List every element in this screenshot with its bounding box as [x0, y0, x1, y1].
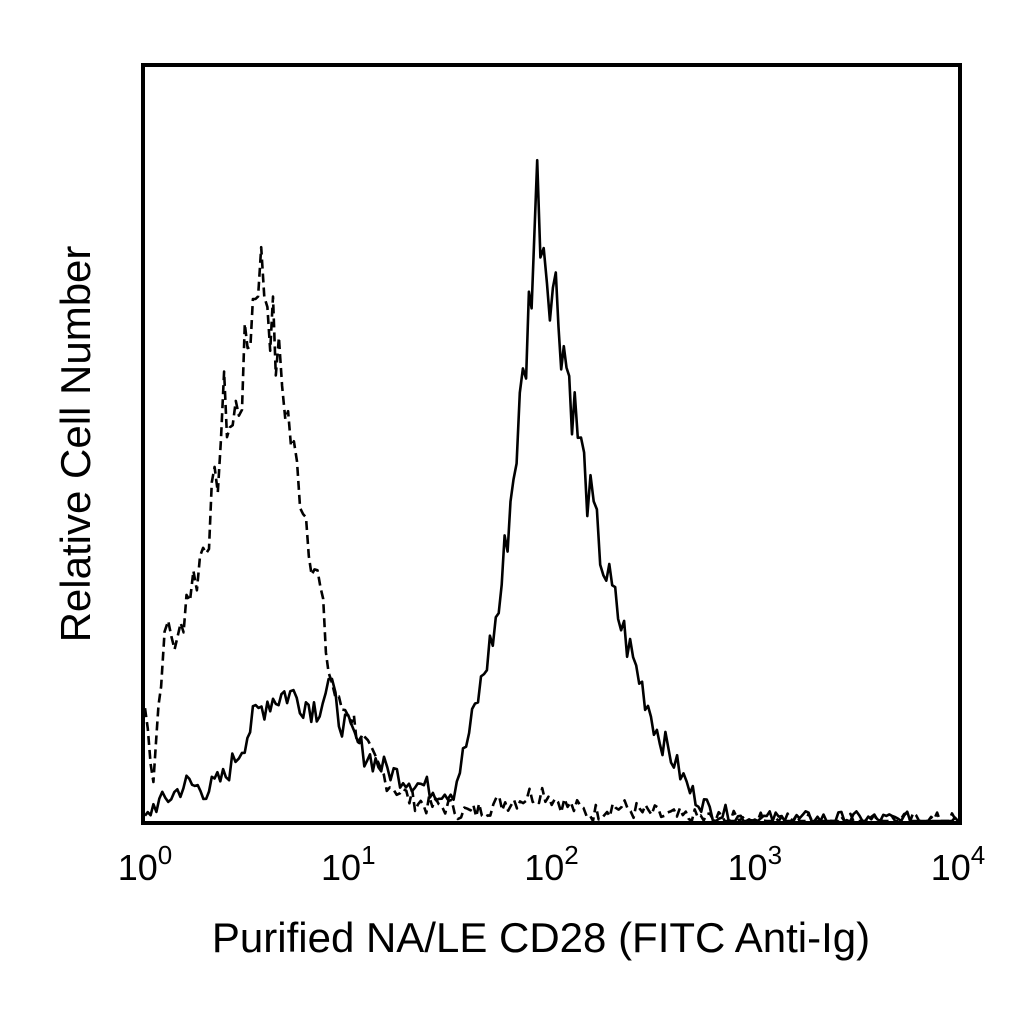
- plot-frame: [141, 63, 962, 825]
- cd28-stained-histogram: [143, 158, 959, 823]
- series-layer: [143, 158, 959, 823]
- x-tick-labels: 100 101 102 103 104: [118, 840, 986, 888]
- x-tick-label: 102: [524, 840, 579, 888]
- isotype-control-histogram: [143, 245, 959, 823]
- x-tick-label: 104: [931, 840, 986, 888]
- y-axis-title: Relative Cell Number: [52, 246, 99, 643]
- x-tick-label: 101: [321, 840, 376, 888]
- x-tick-label: 103: [728, 840, 783, 888]
- x-axis-title: Purified NA/LE CD28 (FITC Anti-Ig): [212, 914, 870, 961]
- x-tick-label: 100: [118, 840, 173, 888]
